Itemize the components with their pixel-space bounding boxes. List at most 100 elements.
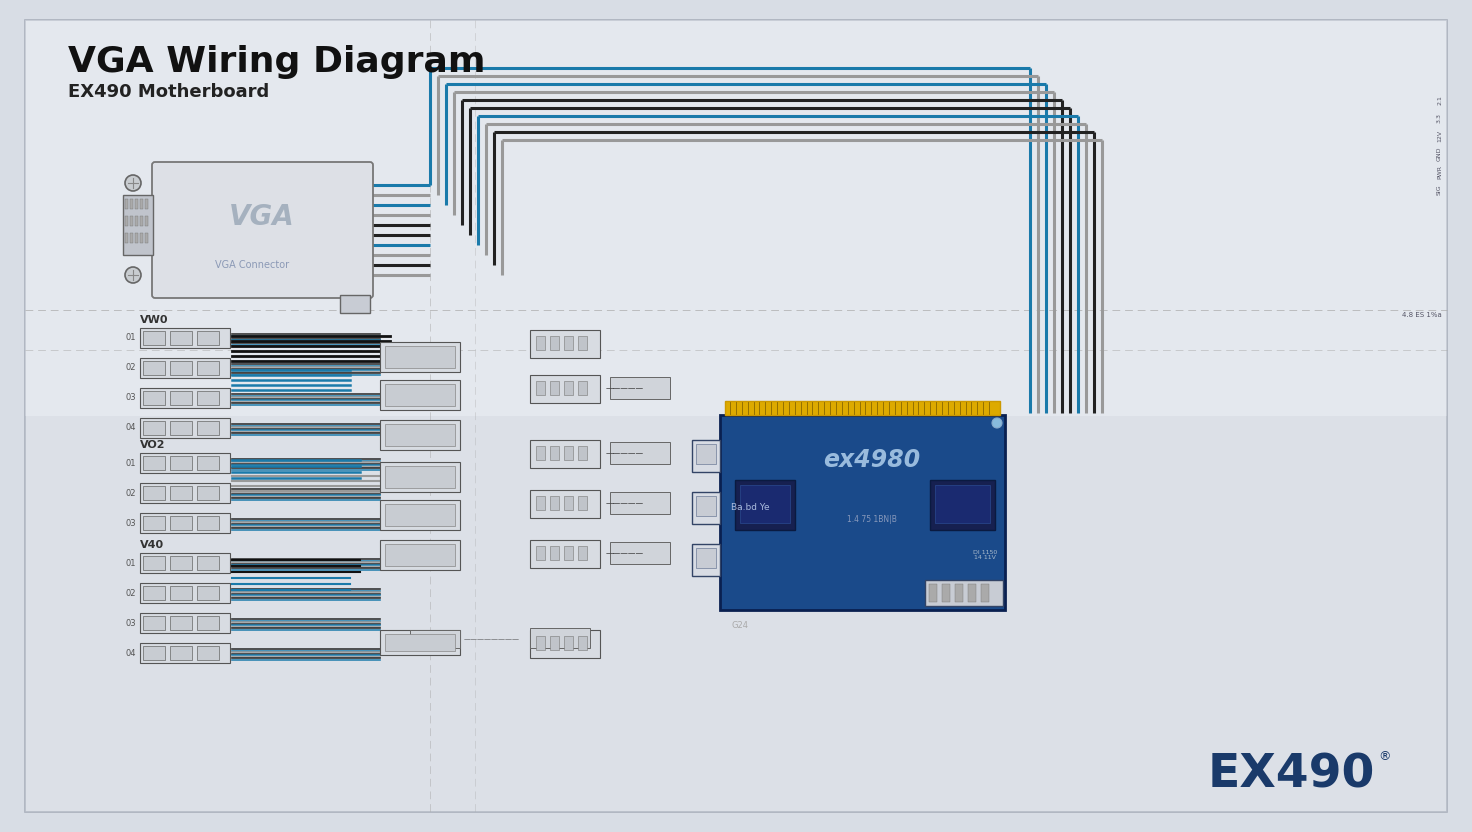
Bar: [386, 384, 455, 406]
Bar: [380, 420, 459, 450]
Bar: [530, 440, 601, 468]
Bar: [140, 583, 230, 603]
Bar: [924, 580, 1002, 606]
Bar: [143, 391, 165, 405]
Bar: [536, 636, 545, 650]
Bar: [130, 199, 132, 209]
Text: 1.4 75 1BN|B: 1.4 75 1BN|B: [846, 516, 896, 524]
Text: V40: V40: [140, 540, 163, 550]
Bar: [578, 546, 587, 560]
Bar: [380, 462, 459, 492]
Bar: [197, 516, 219, 530]
Text: G24: G24: [732, 621, 748, 630]
Text: SIG: SIG: [1437, 185, 1443, 196]
Bar: [143, 361, 165, 375]
Bar: [197, 486, 219, 500]
Bar: [386, 504, 455, 526]
Bar: [140, 453, 230, 473]
Bar: [143, 646, 165, 660]
Text: —————: —————: [606, 449, 645, 458]
Bar: [143, 586, 165, 600]
Text: 02: 02: [125, 364, 135, 373]
Bar: [578, 381, 587, 395]
Bar: [169, 486, 191, 500]
Text: 02: 02: [125, 588, 135, 597]
Bar: [135, 216, 138, 226]
Bar: [169, 331, 191, 345]
Bar: [380, 630, 459, 655]
Text: 04: 04: [125, 648, 135, 657]
Bar: [692, 492, 720, 524]
Bar: [169, 646, 191, 660]
Bar: [169, 456, 191, 470]
Bar: [578, 636, 587, 650]
Bar: [969, 584, 976, 602]
Bar: [125, 199, 128, 209]
Bar: [140, 613, 230, 633]
Bar: [140, 358, 230, 378]
Bar: [143, 616, 165, 630]
Bar: [564, 636, 573, 650]
Circle shape: [992, 418, 1002, 428]
Bar: [386, 346, 455, 368]
Bar: [169, 556, 191, 570]
FancyBboxPatch shape: [152, 162, 372, 298]
Bar: [609, 377, 670, 399]
Circle shape: [125, 267, 141, 283]
Bar: [929, 584, 938, 602]
Bar: [551, 381, 559, 395]
Bar: [25, 416, 1447, 812]
Bar: [140, 328, 230, 348]
Text: ®: ®: [1378, 750, 1391, 764]
Bar: [130, 216, 132, 226]
Bar: [551, 636, 559, 650]
Bar: [411, 630, 459, 648]
Text: EX490: EX490: [1207, 752, 1375, 798]
Text: 01: 01: [125, 558, 135, 567]
Bar: [140, 388, 230, 408]
Text: —————: —————: [606, 499, 645, 508]
Bar: [609, 442, 670, 464]
Bar: [169, 516, 191, 530]
Bar: [692, 544, 720, 576]
Bar: [146, 199, 149, 209]
Bar: [578, 496, 587, 510]
Bar: [609, 542, 670, 564]
Bar: [551, 496, 559, 510]
Bar: [980, 584, 989, 602]
Bar: [25, 20, 1447, 416]
Text: PWR: PWR: [1437, 165, 1443, 179]
Bar: [530, 540, 601, 568]
Bar: [135, 199, 138, 209]
Text: VO2: VO2: [140, 440, 165, 450]
Bar: [578, 446, 587, 460]
Bar: [197, 456, 219, 470]
Bar: [143, 456, 165, 470]
Text: VGA Connector: VGA Connector: [215, 260, 289, 270]
Bar: [692, 440, 720, 472]
Bar: [696, 444, 715, 464]
Text: 01: 01: [125, 458, 135, 468]
Text: 03: 03: [125, 618, 135, 627]
Bar: [578, 336, 587, 350]
Bar: [536, 446, 545, 460]
Bar: [169, 361, 191, 375]
Bar: [135, 233, 138, 243]
Bar: [197, 361, 219, 375]
Bar: [197, 331, 219, 345]
Bar: [143, 331, 165, 345]
Bar: [380, 540, 459, 570]
Bar: [340, 295, 369, 313]
Text: 03: 03: [125, 518, 135, 527]
Text: VW0: VW0: [140, 315, 168, 325]
Bar: [386, 466, 455, 488]
Bar: [140, 233, 143, 243]
Bar: [551, 446, 559, 460]
Bar: [197, 556, 219, 570]
Bar: [536, 381, 545, 395]
Text: —————: —————: [606, 549, 645, 558]
Bar: [551, 546, 559, 560]
Bar: [197, 586, 219, 600]
Bar: [143, 421, 165, 435]
Text: GND: GND: [1437, 146, 1443, 161]
